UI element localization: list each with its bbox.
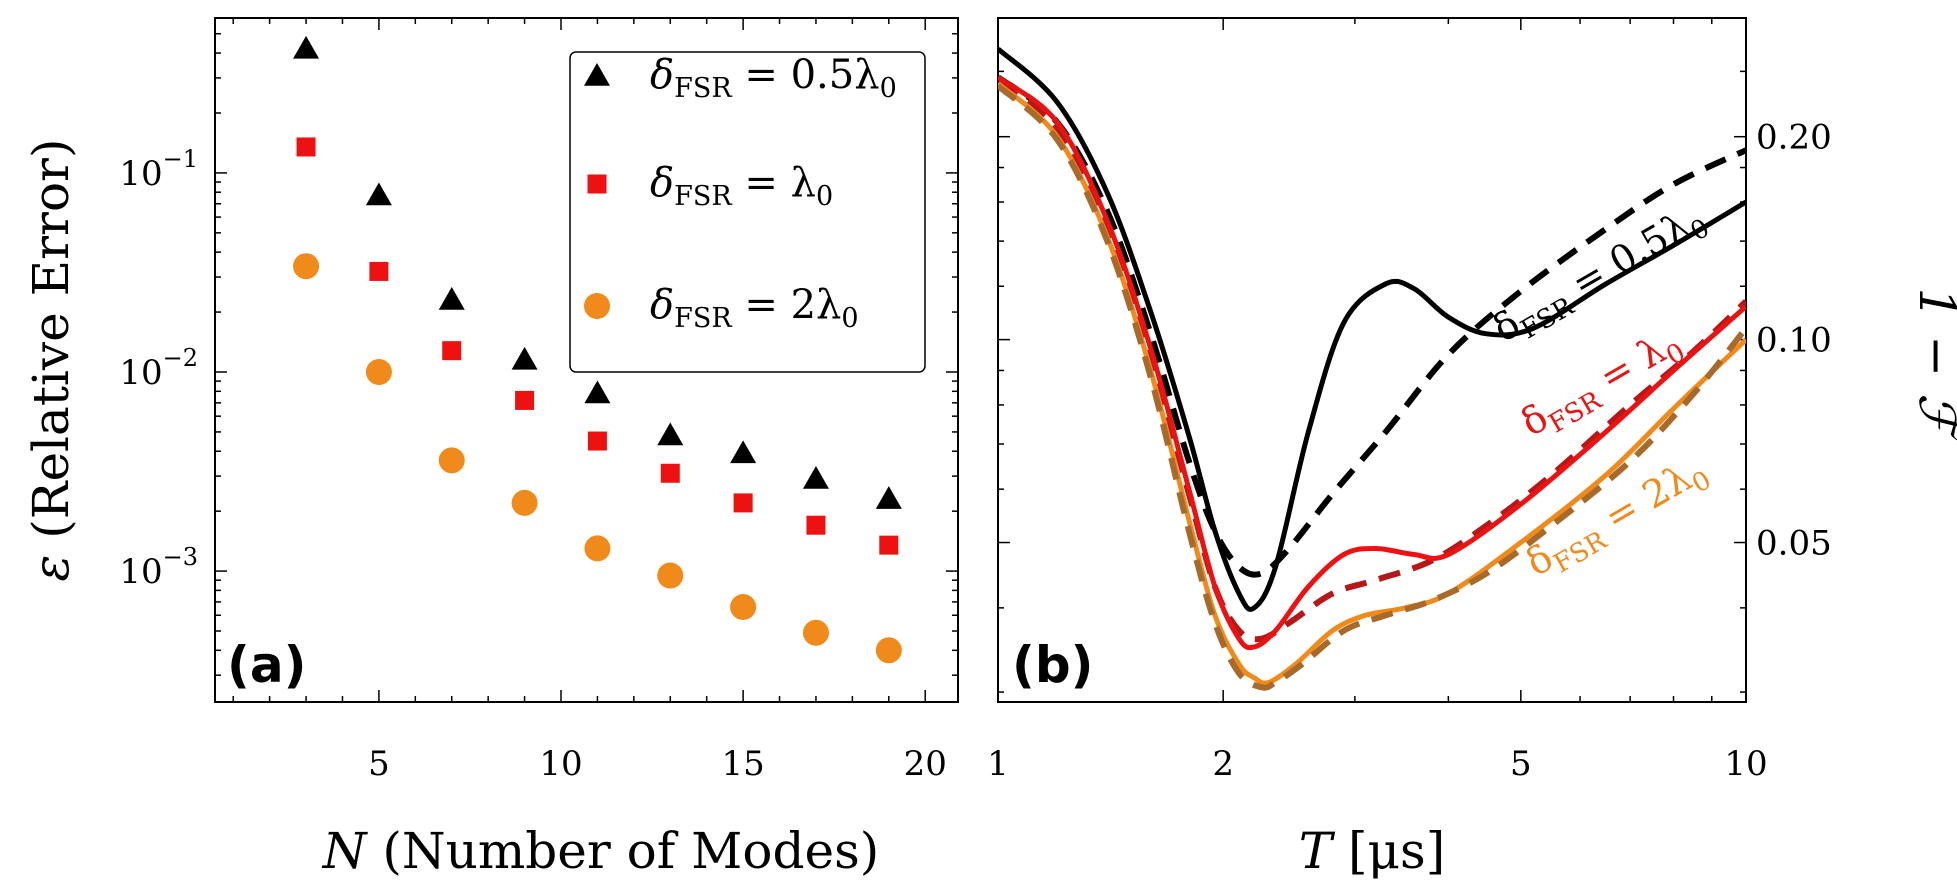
panel-tag-b: (b)	[1012, 636, 1094, 694]
legend-label: δFSR = 0.5λ0	[650, 52, 897, 104]
data-point-triangle	[730, 440, 757, 464]
data-point-triangle	[293, 35, 320, 59]
panel-b-frame	[997, 17, 1747, 703]
data-point-square	[515, 390, 535, 410]
data-point-triangle	[438, 286, 465, 310]
data-point-square	[296, 137, 316, 157]
panel-b: 1 2 5 100.200.100.05 δFSR = 0.5λ0 δFSR = λ0…	[987, 17, 1957, 880]
y-tick-label-a: 10−2	[119, 344, 198, 393]
y-tick-label-b: 0.05	[1756, 524, 1832, 564]
y-tick-label-b: 0.10	[1756, 321, 1832, 361]
data-point-circle	[875, 637, 902, 664]
data-point-circle	[365, 359, 392, 386]
data-point-square	[587, 431, 607, 451]
y-axis-var-a: ε	[22, 555, 80, 582]
x-tick-label-a: 10	[539, 744, 582, 784]
x-tick-label-b: 2	[1212, 744, 1234, 784]
data-point-square	[369, 261, 389, 281]
data-point-circle	[802, 619, 829, 646]
y-axis-text-a: (Relative Error)	[22, 139, 80, 539]
series-line-dashed	[998, 83, 1746, 691]
x-axis-var-a: N	[322, 822, 369, 880]
x-tick-label-a: 15	[721, 744, 764, 784]
panel-tag-a: (a)	[227, 636, 306, 694]
x-tick-label-a: 5	[368, 744, 390, 784]
data-point-triangle	[657, 422, 684, 446]
data-point-triangle	[875, 486, 902, 509]
legend-marker-square	[587, 174, 607, 194]
y-axis-title-b: 1 − ℱ	[1908, 288, 1957, 441]
legend-box	[569, 51, 926, 373]
x-tick-label-a: 20	[904, 744, 947, 784]
y-tick-label-b: 0.20	[1756, 118, 1832, 158]
legend: δFSR = 0.5λ0 δFSR = λ0 δFSR = 2λ0	[569, 51, 926, 373]
data-point-square	[442, 341, 462, 361]
x-tick-label-b: 1	[987, 744, 1009, 784]
x-tick-label-b: 10	[1724, 744, 1767, 784]
data-point-triangle	[365, 182, 392, 206]
curve-label-black: δFSR = 0.5λ0	[1486, 195, 1715, 357]
y-tick-label-a: 10−1	[119, 145, 198, 194]
series-line-solid	[998, 46, 1746, 612]
data-point-triangle	[511, 346, 538, 370]
x-tick-label-b: 5	[1510, 744, 1532, 784]
panel-a: 5 10 15 20 10−1 10−2 10−3 δFSR = 0.5λ0 δFSR = λ…	[22, 17, 959, 880]
series-line-dashed	[998, 74, 1746, 578]
legend-marker-triangle	[584, 63, 610, 86]
data-point-square	[879, 535, 899, 555]
data-point-circle	[730, 594, 757, 621]
legend-marker-circle	[584, 293, 610, 319]
data-point-circle	[511, 489, 538, 516]
y-tick-label-a: 10−3	[119, 543, 198, 592]
data-point-triangle	[584, 380, 611, 404]
x-axis-var-b: T	[1299, 822, 1336, 880]
y-axis-title-a: ε (Relative Error)	[22, 139, 80, 582]
data-point-circle	[584, 535, 611, 562]
legend-label: δFSR = λ0	[650, 160, 833, 212]
data-point-triangle	[802, 466, 829, 489]
x-axis-text-b: [μs]	[1348, 822, 1445, 880]
data-point-square	[660, 463, 680, 483]
legend-label: δFSR = 2λ0	[650, 282, 859, 334]
data-point-square	[806, 515, 826, 535]
x-axis-text-a: (Number of Modes)	[382, 822, 879, 880]
data-point-circle	[438, 447, 465, 474]
data-point-circle	[293, 253, 320, 280]
x-axis-title-a: N (Number of Modes)	[322, 822, 879, 880]
series-line-solid	[998, 75, 1746, 651]
data-point-square	[733, 493, 753, 513]
panel-a-frame	[214, 17, 959, 703]
data-point-circle	[657, 562, 684, 589]
x-axis-title-b: T [μs]	[1299, 822, 1445, 880]
